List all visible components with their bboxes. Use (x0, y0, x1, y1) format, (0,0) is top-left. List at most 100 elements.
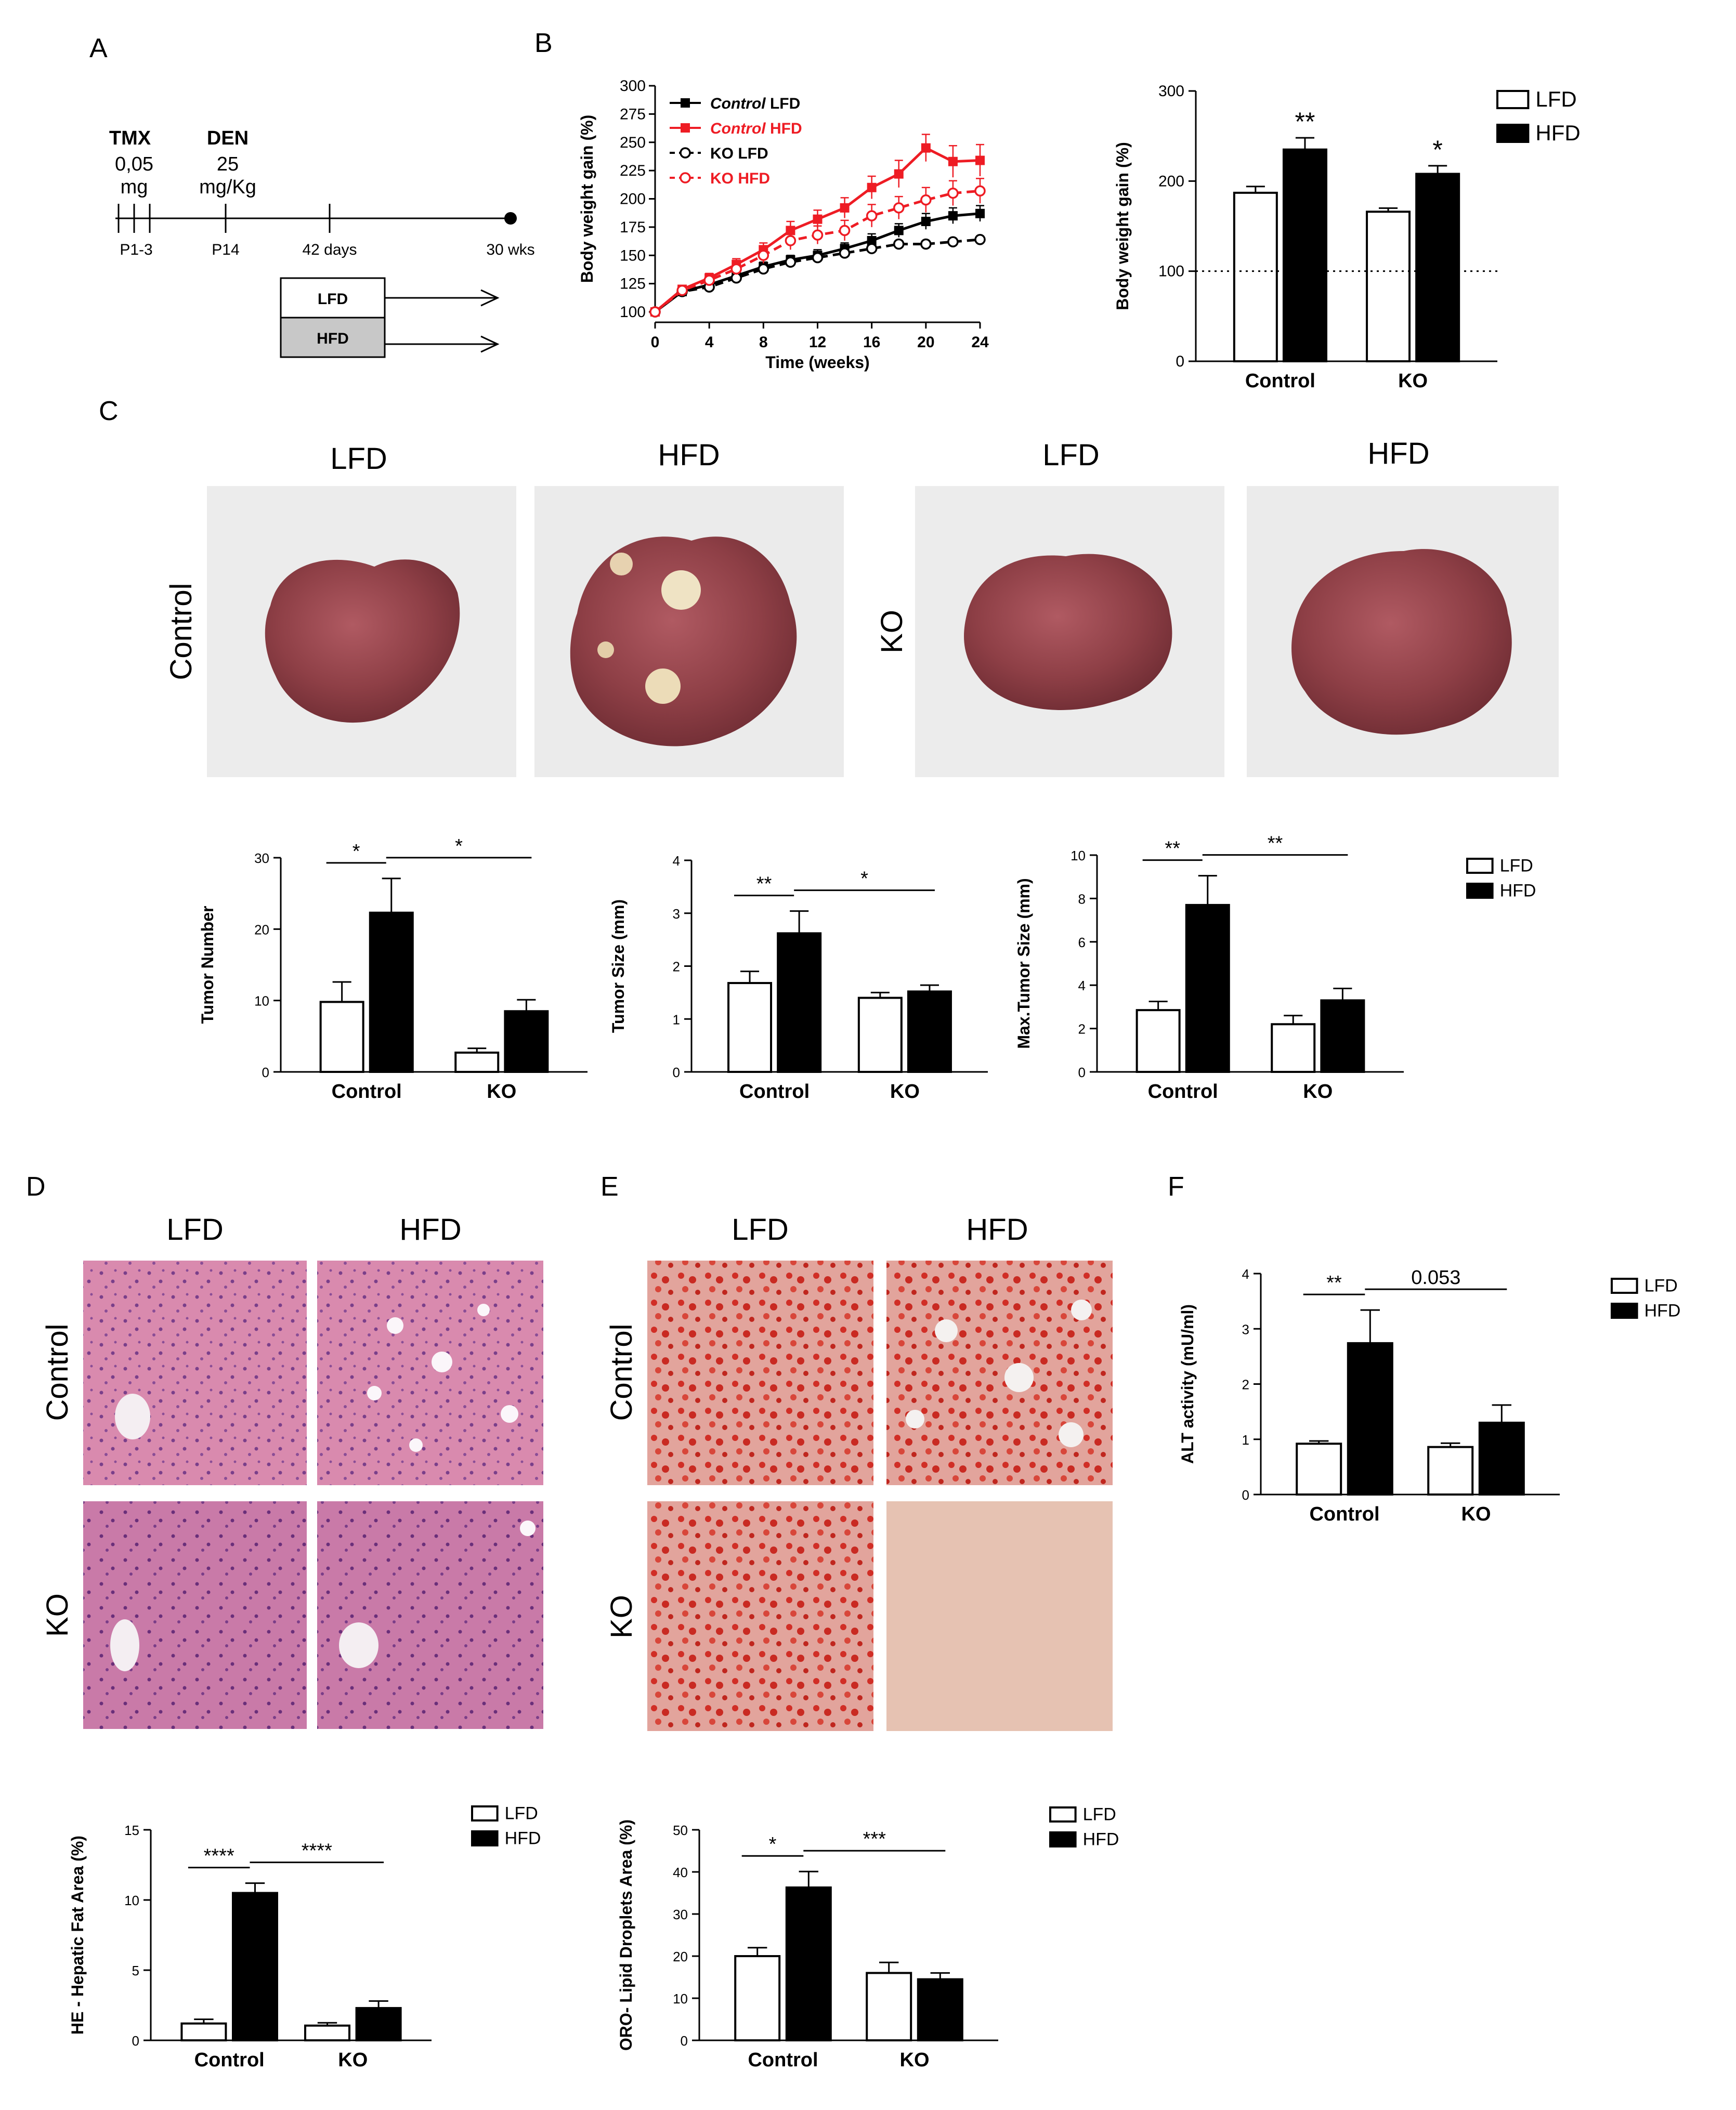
legend-swatch (1466, 858, 1494, 874)
legend-label-suffix: KO LFD (710, 145, 768, 162)
y-tick-label: 50 (673, 1823, 688, 1838)
legend-label: KO LFD (710, 145, 768, 162)
y-tick-label: 100 (1158, 263, 1184, 280)
liver-ko-hfd (1291, 549, 1512, 735)
x-tick-label: 16 (863, 334, 880, 351)
bar-lfd-control (1296, 1443, 1342, 1496)
legend-marker (681, 123, 690, 133)
lipid-vacuole (1059, 1422, 1084, 1447)
bar-lfd-ko (1427, 1446, 1474, 1496)
data-point (676, 284, 688, 296)
bar-hfd-control (369, 911, 414, 1073)
y-tick-label: 4 (1242, 1266, 1249, 1282)
y-axis-label: Body weight gain (%) (1113, 142, 1132, 310)
he-row-label: KO (41, 1593, 74, 1637)
y-tick-label: 0 (132, 2033, 139, 2049)
photo-row-label: KO (875, 610, 909, 653)
significance-label: *** (863, 1828, 886, 1850)
liver-tumor (610, 553, 633, 575)
x-category-label: KO (487, 1081, 516, 1103)
significance-label: ** (756, 873, 772, 895)
data-point (920, 194, 932, 206)
data-point (730, 263, 742, 275)
x-tick-label: 20 (917, 334, 934, 351)
legend-label: LFD (1535, 87, 1576, 111)
vessel (339, 1622, 378, 1668)
bar-hfd-ko (1478, 1421, 1525, 1496)
y-tick-label: 10 (1071, 848, 1086, 863)
bar-lfd-ko (866, 1972, 912, 2041)
data-point (975, 155, 985, 165)
significance-label: 0.053 (1411, 1267, 1460, 1289)
y-axis-label: Body weight gain (%) (578, 115, 596, 283)
legend-label: LFD (1644, 1276, 1678, 1295)
panel-label-d: D (26, 1172, 46, 1202)
y-tick-label: 30 (254, 850, 269, 866)
hfd-box-label: HFD (317, 330, 349, 347)
bar-hfd-ko (355, 2007, 402, 2041)
legend-swatch (1496, 124, 1530, 143)
legend-label: Control LFD (710, 95, 800, 112)
y-tick-label: 225 (620, 162, 646, 179)
fat-droplet (432, 1352, 452, 1372)
significance-label: **** (302, 1840, 332, 1862)
x-tick-label: 0 (651, 334, 660, 351)
chart-max-tumor-size: 0 2 4 6 8 10 Max.Tumor Size (mm) Control KO ** ** L… (1014, 833, 1536, 1103)
oro-histology (647, 1261, 1113, 1731)
y-tick-label: 10 (124, 1893, 139, 1908)
y-tick-label: 2 (1242, 1377, 1249, 1393)
data-point (785, 235, 797, 246)
legend-label: HFD (1535, 121, 1580, 145)
chart-body-weight-line: 100 125 150 175 200 225 250 275 300 0 4 8 12 16 20 24 Bo… (578, 77, 989, 372)
x-tick-label: 12 (809, 334, 826, 351)
significance-label: ** (1268, 833, 1283, 855)
liver-control-lfd (265, 559, 460, 723)
y-tick-label: 200 (1158, 173, 1184, 190)
data-point (948, 211, 958, 221)
data-point (975, 208, 985, 218)
bar-hfd-control (1185, 903, 1230, 1073)
he-col-label: LFD (166, 1213, 224, 1247)
data-point (893, 202, 905, 214)
legend-label: LFD (1500, 856, 1533, 875)
data-point (813, 214, 823, 224)
data-point (974, 234, 986, 245)
y-tick-label: 300 (620, 77, 646, 95)
bar-hfd-control (1282, 148, 1327, 362)
photo-col-label: HFD (1367, 437, 1429, 470)
y-axis-label: HE - Hepatic Fat Area (%) (68, 1836, 87, 2035)
x-category-label: Control (1309, 1503, 1379, 1525)
data-point (921, 143, 931, 153)
oro-col-label: HFD (966, 1213, 1028, 1247)
data-point (893, 238, 905, 250)
bar-lfd-ko (1366, 211, 1411, 362)
data-point (785, 256, 797, 268)
y-tick-label: 0 (1078, 1065, 1086, 1080)
bar-hfd-control (232, 1892, 278, 2041)
data-point (812, 229, 824, 241)
data-point (786, 226, 795, 235)
tmx-dose: 0,05 (115, 153, 153, 175)
oro-control-hfd (886, 1261, 1113, 1485)
x-category-label: Control (332, 1081, 402, 1103)
x-category-label: Control (194, 2049, 265, 2071)
den-unit: mg/Kg (199, 176, 256, 198)
legend-swatch (1049, 1831, 1077, 1847)
y-tick-label: 250 (620, 134, 646, 151)
chart-tumor-number: 0 10 20 30 Tumor Number Control KO * * (198, 835, 588, 1103)
y-tick-label: 175 (620, 219, 646, 236)
timeline-tick-label: P14 (212, 241, 239, 258)
bar-hfd-control (785, 1886, 832, 2041)
data-point (649, 306, 661, 318)
data-point (758, 250, 769, 261)
data-point (947, 236, 959, 247)
y-tick-label: 3 (673, 906, 680, 922)
bar-hfd-ko (1320, 999, 1365, 1073)
y-tick-label: 125 (620, 276, 646, 293)
y-tick-label: 0 (262, 1065, 269, 1080)
y-tick-label: 150 (620, 247, 646, 264)
y-axis-label: Tumor Size (mm) (609, 899, 628, 1033)
timeline-tick-label: 30 wks (486, 241, 534, 258)
data-point (839, 225, 851, 237)
